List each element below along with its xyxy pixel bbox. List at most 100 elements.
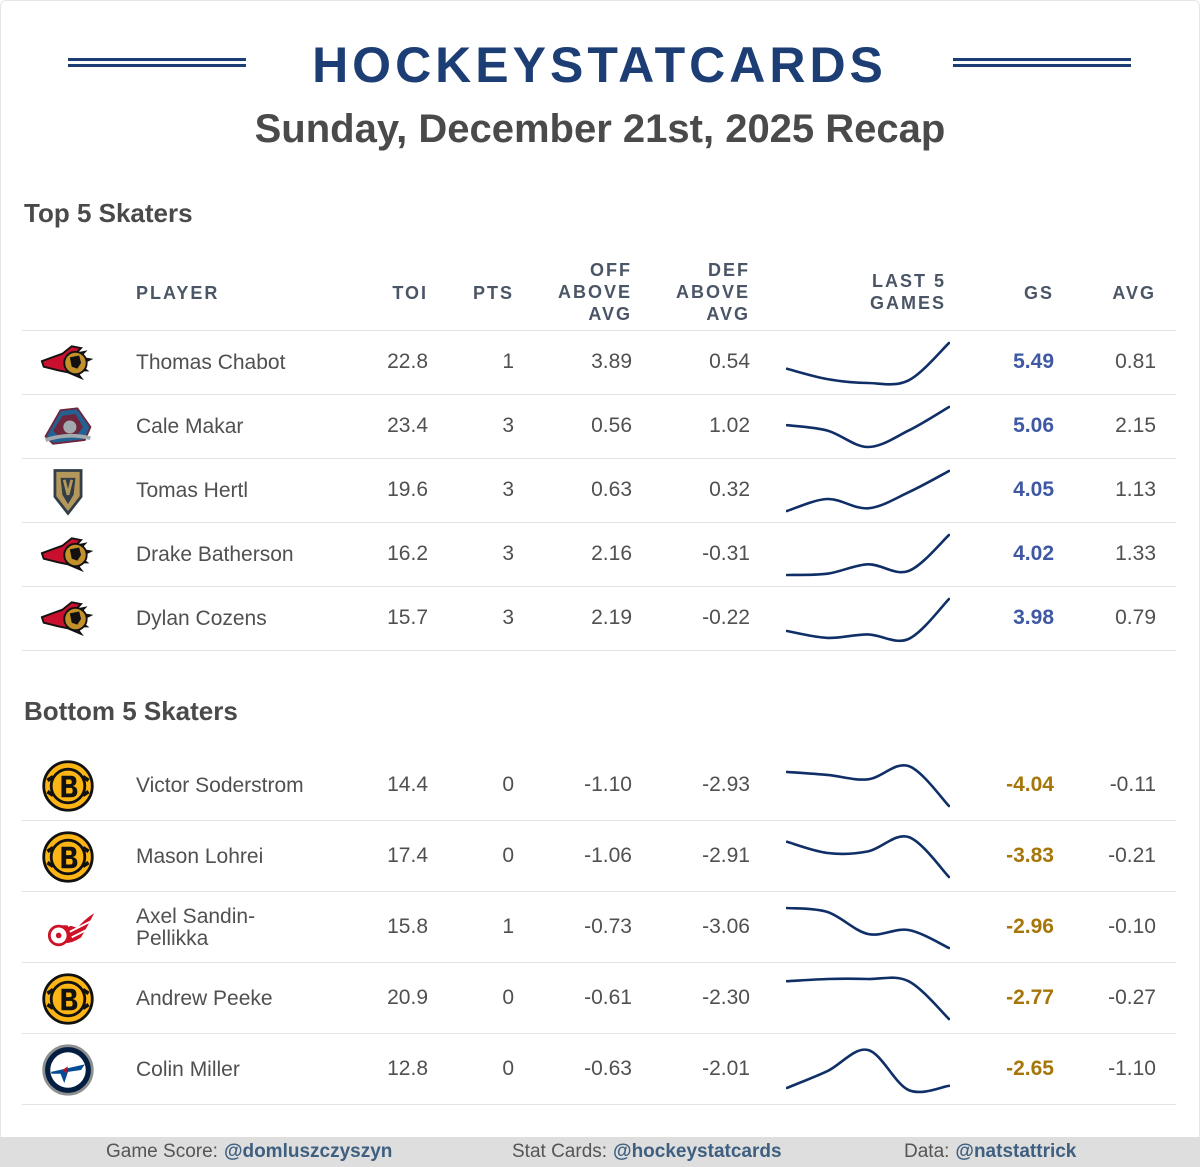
sparkline-series-line (786, 597, 950, 643)
brand-rule-left (68, 58, 246, 67)
game-score-value: 4.05 (1013, 478, 1054, 501)
toi-value: 16.2 (387, 542, 428, 565)
table-row (22, 963, 1176, 1034)
avg-value: 1.33 (1115, 542, 1156, 565)
last-5-games-sparkline (786, 975, 950, 1020)
player-name[interactable]: Victor Soderstrom (136, 773, 304, 797)
game-score-value: -3.83 (1006, 843, 1054, 867)
off-above-avg-value: 3.89 (591, 350, 632, 373)
last-5-games-sparkline (786, 1047, 950, 1093)
table-row (22, 459, 1176, 523)
def-above-avg-value: -2.30 (702, 985, 750, 1009)
game-score-value: -2.96 (1006, 914, 1054, 938)
last-5-games-sparkline (786, 834, 950, 878)
col-gs: GS (1023, 283, 1054, 303)
winnipeg-jets-logo-icon (42, 1043, 94, 1096)
sparkline-series-line (786, 975, 950, 1020)
team-logo-icon (40, 399, 96, 460)
pts-value: 0 (502, 985, 514, 1009)
col-pts: PTS (472, 283, 514, 303)
player-name-line: Pellikka (136, 926, 209, 950)
sparkline-series-line (786, 906, 950, 949)
toi-value: 12.8 (387, 1056, 428, 1080)
def-above-avg-value: -3.06 (702, 914, 750, 938)
def-above-avg-value: 0.32 (709, 478, 750, 501)
last-5-games-sparkline (786, 906, 950, 949)
last-5-games-sparkline (786, 533, 950, 577)
game-score-value: 5.06 (1013, 414, 1054, 437)
off-above-avg-value: -0.63 (584, 1056, 632, 1080)
boston-bruins-logo-icon (42, 830, 94, 883)
game-score-value: -2.65 (1006, 1056, 1054, 1080)
col-def-line1: DEF (708, 260, 750, 280)
pts-value: 0 (502, 772, 514, 796)
pts-value: 1 (502, 914, 514, 938)
player-name[interactable]: Dylan Cozens (136, 608, 267, 630)
player-name[interactable]: Cale Makar (136, 416, 243, 438)
footer-label: Data: (904, 1141, 950, 1162)
player-name-line: Axel Sandin- (136, 904, 256, 928)
off-above-avg-value: 0.56 (591, 414, 632, 437)
toi-value: 17.4 (387, 843, 428, 867)
game-score-value: -4.04 (1006, 772, 1054, 796)
col-last5-line2: GAMES (869, 293, 946, 313)
footer-handle[interactable]: @domluszczyszyn (223, 1141, 393, 1162)
col-avg: AVG (1112, 283, 1156, 303)
off-above-avg-value: -0.61 (584, 985, 632, 1009)
team-logo-icon (40, 335, 96, 396)
player-name[interactable]: Thomas Chabot (136, 352, 285, 374)
team-logo-icon (40, 829, 96, 890)
ottawa-senators-logo-icon (40, 601, 94, 637)
last-5-games-sparkline (786, 597, 950, 643)
footer-handle[interactable]: @natstattrick (955, 1141, 1077, 1162)
footer-label: Game Score: (106, 1141, 218, 1162)
last-5-games-sparkline (786, 341, 950, 386)
player-name[interactable]: Colin Miller (136, 1057, 240, 1081)
last-5-games-sparkline (786, 405, 950, 449)
pts-value: 3 (502, 542, 514, 565)
table-row (22, 750, 1176, 821)
col-player: PLAYER (136, 283, 220, 303)
footer-bar: Game Score: @domluszczyszyn Stat Cards: @h… (0, 1137, 1200, 1167)
toi-value: 15.8 (387, 914, 428, 938)
player-name[interactable]: Mason Lohrei (136, 845, 263, 868)
player-name[interactable]: Drake Batherson (136, 544, 294, 566)
toi-value: 19.6 (387, 478, 428, 501)
boston-bruins-logo-icon (42, 759, 94, 812)
game-score-value: 5.49 (1013, 350, 1054, 373)
sparkline-series-line (786, 341, 950, 386)
avg-value: 2.15 (1115, 414, 1156, 437)
pts-value: 1 (502, 350, 514, 373)
off-above-avg-value: 2.16 (591, 542, 632, 565)
player-name[interactable]: Andrew Peeke (136, 986, 273, 1010)
player-name-line: Andrew Peeke (136, 986, 273, 1010)
off-above-avg-value: -1.06 (584, 843, 632, 867)
player-name-line: Drake Batherson (136, 543, 294, 566)
footer-handle[interactable]: @hockeystatcards (613, 1141, 782, 1162)
header-rule (22, 330, 1176, 331)
player-name-line: Tomas Hertl (136, 479, 249, 502)
player-name-line: Dylan Cozens (136, 607, 267, 630)
table-row (22, 587, 1176, 651)
off-above-avg-value: 2.19 (591, 606, 632, 629)
toi-value: 22.8 (387, 350, 428, 373)
player-name-line: Victor Soderstrom (136, 773, 304, 797)
player-name[interactable]: Tomas Hertl (136, 480, 248, 502)
footer-credit-statcards: Stat Cards: @hockeystatcards (512, 1141, 782, 1163)
team-logo-icon (40, 900, 96, 961)
game-score-value: 4.02 (1013, 542, 1054, 565)
player-name-line: Colin Miller (136, 1057, 240, 1081)
avg-value: -0.11 (1109, 772, 1156, 796)
last-5-games-sparkline (786, 469, 950, 513)
toi-value: 14.4 (387, 772, 428, 796)
player-name-line: Thomas Chabot (136, 351, 286, 374)
sparkline-series-line (786, 533, 950, 577)
def-above-avg-value: -0.22 (702, 606, 750, 629)
col-off-line2: ABOVE (557, 282, 632, 302)
def-above-avg-value: 1.02 (709, 414, 750, 437)
team-logo-icon (40, 591, 96, 652)
avg-value: -0.21 (1108, 843, 1156, 867)
off-above-avg-value: -1.10 (584, 772, 632, 796)
boston-bruins-logo-icon (42, 972, 94, 1025)
player-name[interactable]: Axel Sandin- Pellikka (136, 904, 256, 950)
